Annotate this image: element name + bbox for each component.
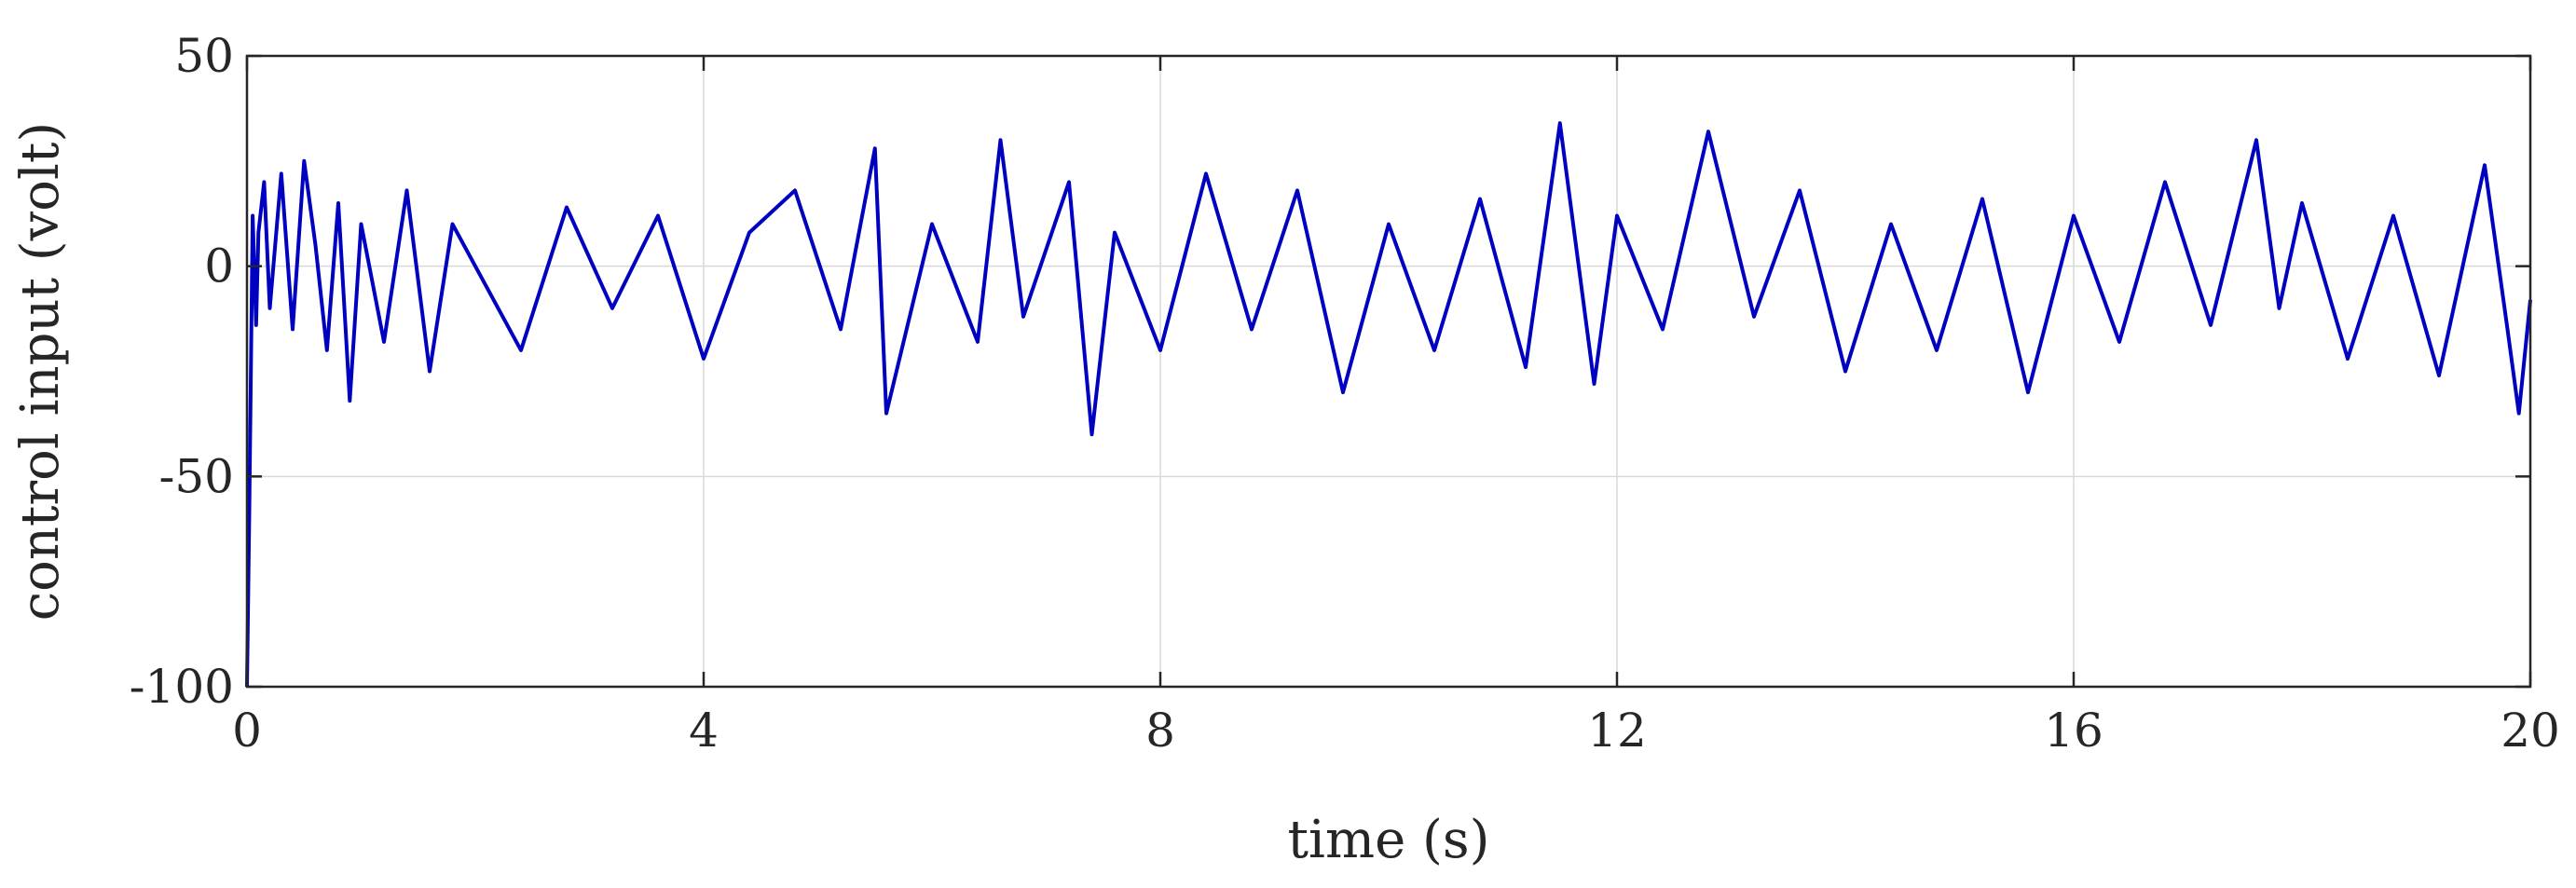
axes-frame: [245, 54, 2532, 689]
series-line-0: [245, 121, 2532, 688]
x-tick-label: 8: [1145, 704, 1175, 758]
x-tick-label: 0: [232, 704, 262, 758]
y-tick-label: 50: [174, 29, 234, 83]
y-tick-label: -100: [130, 660, 234, 714]
x-tick-label: 4: [689, 704, 719, 758]
grid-lines: [247, 56, 2530, 687]
x-tick-label: 16: [2044, 704, 2103, 758]
y-tick-label: 0: [204, 239, 234, 294]
x-tick-label: 12: [1587, 704, 1647, 758]
y-tick-label: -50: [158, 449, 234, 503]
x-tick-label: 20: [2501, 704, 2560, 758]
tick-marks: [245, 54, 2532, 689]
axes-box: [245, 54, 2532, 689]
y-axis-label: control input (volt): [10, 122, 71, 622]
tick-labels: 0 4 8 12 16 20 -100 -50 0 50: [130, 29, 2560, 758]
x-axis-label: time (s): [1288, 810, 1490, 870]
series-layer: [245, 121, 2532, 688]
